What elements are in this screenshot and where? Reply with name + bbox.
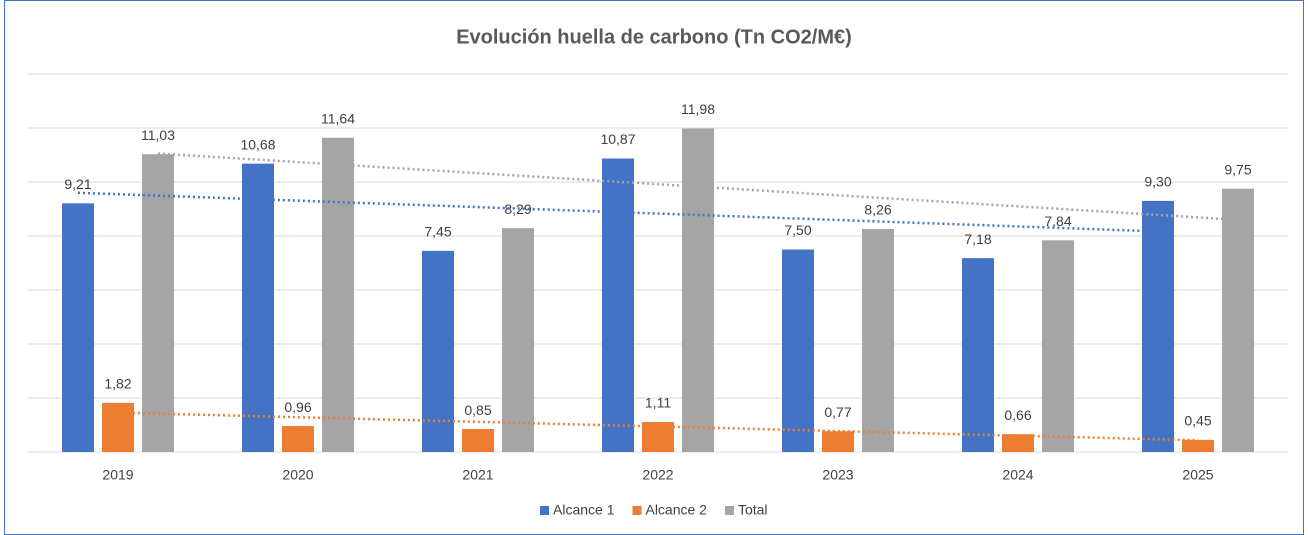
bar	[422, 250, 454, 452]
bar	[1002, 434, 1034, 452]
bar	[682, 128, 714, 453]
bar	[782, 249, 814, 452]
value-label: 1,11	[645, 395, 671, 411]
value-label: 11,98	[681, 101, 715, 117]
value-label: 0,45	[1184, 413, 1211, 429]
x-tick-label: 2022	[642, 467, 673, 483]
bar	[282, 426, 314, 452]
bar	[102, 402, 134, 452]
value-label: 9,21	[64, 176, 91, 192]
bar	[1182, 439, 1214, 452]
bar	[62, 203, 94, 452]
legend-label: Alcance 2	[645, 502, 707, 518]
legend-swatch	[540, 506, 549, 515]
value-label: 11,64	[321, 110, 355, 126]
value-label: 11,03	[141, 127, 175, 143]
trendline	[157, 152, 1239, 222]
value-label: 7,45	[424, 224, 451, 240]
value-label: 9,75	[1224, 161, 1251, 177]
value-label: 7,18	[964, 231, 991, 247]
value-label: 0,96	[284, 399, 311, 415]
bar	[322, 137, 354, 452]
chart-title: Evolución huella de carbono (Tn CO2/M€)	[456, 26, 852, 48]
trendline	[77, 191, 1159, 233]
bar	[1222, 188, 1254, 452]
value-label: 7,84	[1044, 213, 1071, 229]
x-tick-label: 2020	[282, 467, 313, 483]
value-label: 0,77	[824, 404, 851, 420]
bar	[862, 228, 894, 452]
bar	[1142, 200, 1174, 452]
bar	[1042, 240, 1074, 452]
value-label: 1,82	[104, 376, 131, 392]
x-tick-label: 2021	[462, 467, 493, 483]
x-tick-label: 2023	[822, 467, 853, 483]
chart-frame	[4, 0, 1304, 535]
bar	[962, 258, 994, 452]
legend-swatch	[724, 506, 734, 515]
x-tick-label: 2019	[102, 467, 133, 483]
x-tick-label: 2024	[1002, 467, 1033, 483]
bar	[502, 228, 534, 452]
value-label: 10,87	[600, 131, 635, 147]
value-label: 8,26	[864, 202, 891, 218]
value-label: 10,68	[240, 136, 275, 152]
legend-swatch	[632, 506, 642, 515]
trendline	[117, 411, 1199, 442]
legend-label: Total	[738, 502, 768, 518]
value-label: 9,30	[1144, 174, 1171, 190]
legend-label: Alcance 1	[553, 502, 615, 518]
bar	[142, 154, 174, 452]
bar	[822, 431, 854, 452]
bar	[602, 158, 634, 452]
value-label: 7,50	[784, 222, 811, 238]
value-label: 0,66	[1004, 407, 1031, 423]
bar	[242, 163, 274, 452]
bar	[462, 429, 494, 452]
x-tick-label: 2025	[1182, 467, 1213, 483]
value-label: 0,85	[464, 402, 491, 418]
